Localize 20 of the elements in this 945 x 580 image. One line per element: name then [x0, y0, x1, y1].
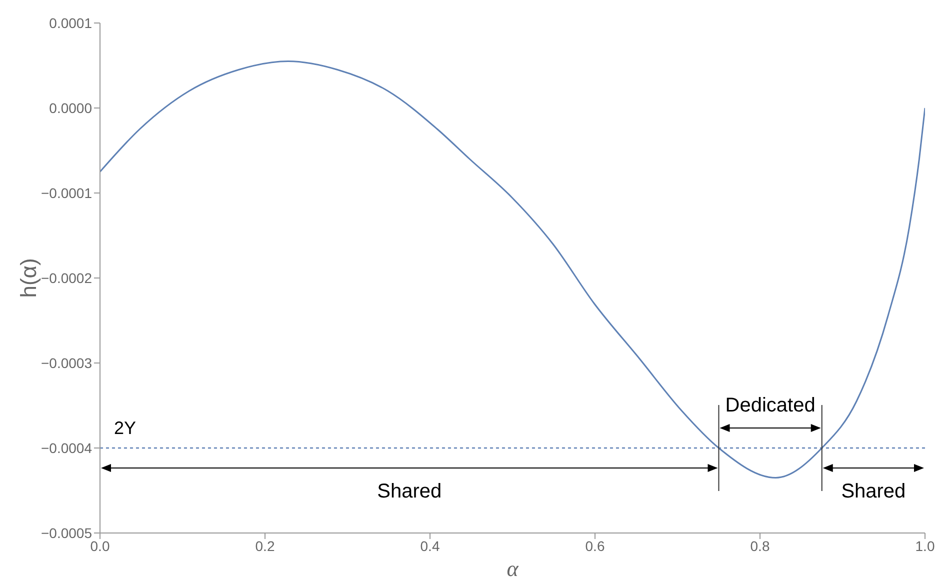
- x-axis-title: α: [506, 556, 519, 580]
- ref-line-label: 2Y: [114, 418, 136, 438]
- x-tick-label: 0.0: [90, 538, 110, 554]
- x-tick-label: 0.4: [420, 538, 440, 554]
- annotation: Dedicated: [725, 394, 816, 416]
- y-axis-title: h(α): [16, 258, 41, 298]
- y-tick-label: −0.0003: [41, 354, 92, 371]
- annotation: Shared: [377, 480, 442, 502]
- x-tick-label: 0.2: [255, 538, 275, 554]
- line-series: [100, 60, 925, 478]
- y-tick-label: −0.0001: [41, 184, 92, 201]
- annotation: Shared: [841, 480, 906, 502]
- x-tick-label: 0.6: [585, 538, 605, 554]
- y-tick-label: −0.0004: [41, 440, 92, 456]
- x-tick-label: 0.8: [750, 538, 770, 554]
- y-tick-label: 0.0001: [49, 14, 92, 31]
- y-tick-label: 0.0000: [49, 100, 92, 116]
- y-tick-label: −0.0005: [41, 524, 92, 541]
- x-tick-label: 1.0: [915, 538, 935, 554]
- y-tick-label: −0.0002: [41, 270, 92, 286]
